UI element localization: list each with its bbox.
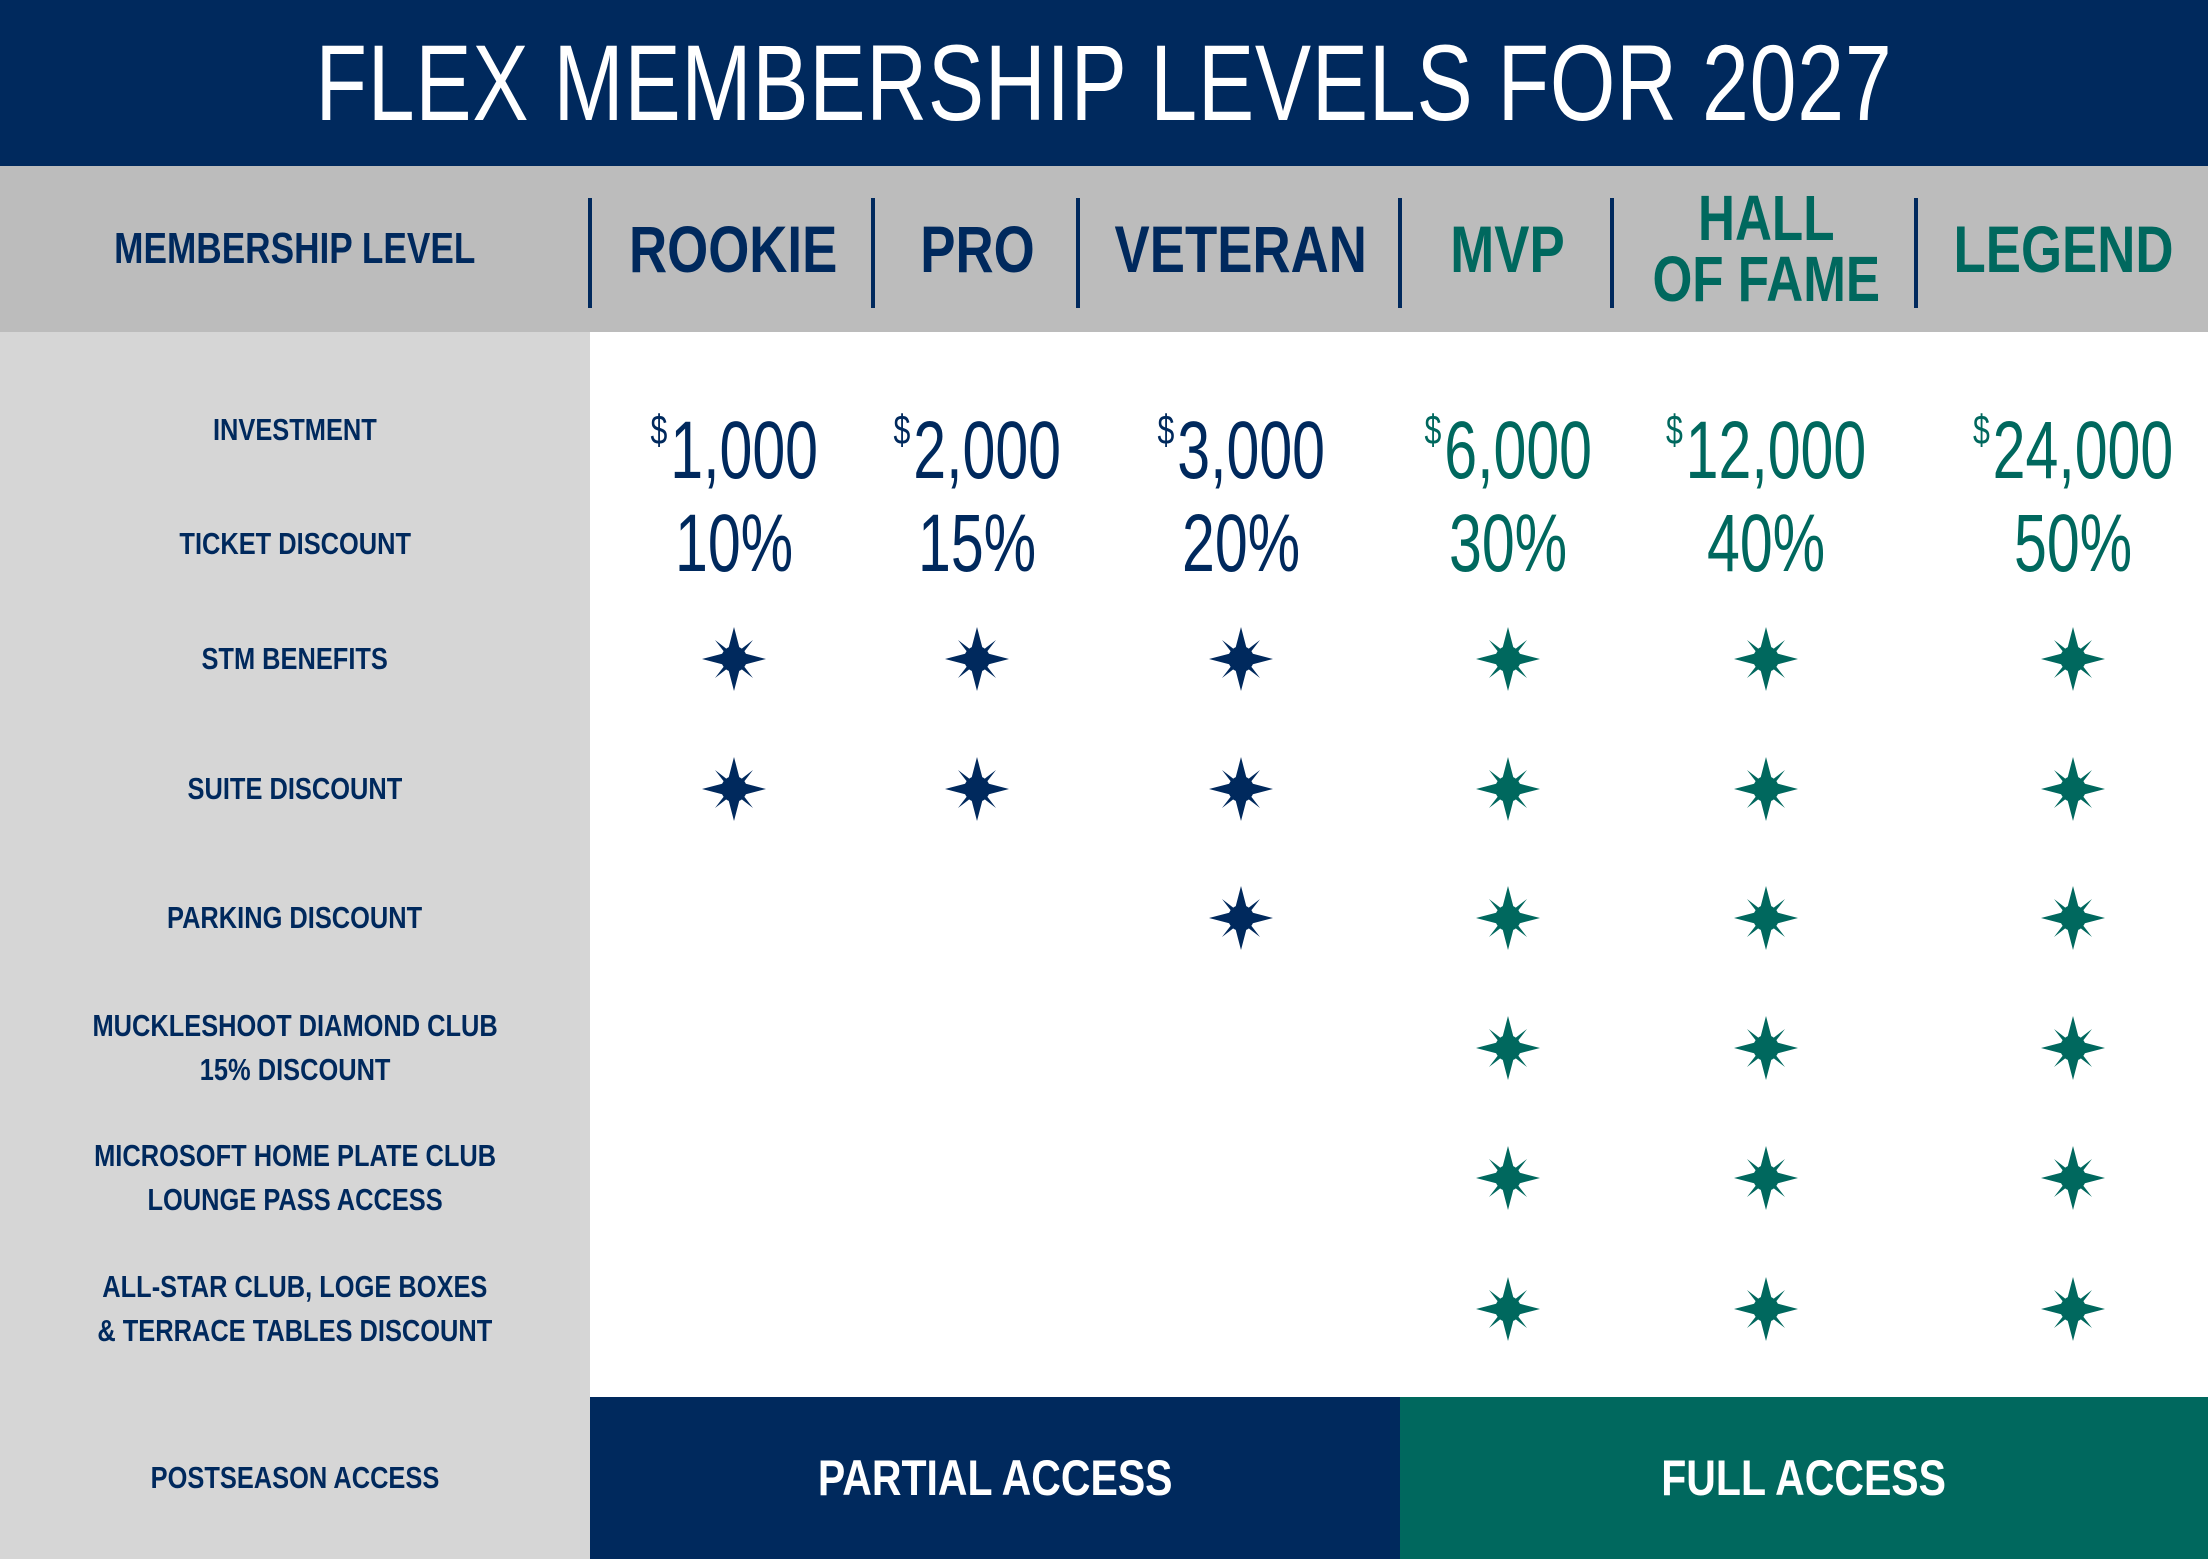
tier-name: VETERAN (1114, 211, 1368, 286)
tier-header-6: LEGEND (1920, 166, 2208, 332)
currency-symbol: $ (1424, 406, 1442, 453)
compass-star-icon (2040, 1015, 2106, 1081)
header-membership-level: MEMBERSHIP LEVEL (0, 166, 590, 332)
page-title: FLEX MEMBERSHIP LEVELS FOR 2027 (315, 22, 1893, 143)
ticket-discount-value: 50% (2013, 498, 2133, 589)
header-divider (1398, 198, 1402, 308)
currency-symbol: $ (1665, 406, 1683, 453)
compass-star-icon (2040, 756, 2106, 822)
compass-star-icon (1208, 756, 1274, 822)
compass-star-icon (1475, 1015, 1541, 1081)
row-label-benefit: PARKING DISCOUNT (167, 900, 423, 935)
row-label-ticket-discount: TICKET DISCOUNT (179, 526, 411, 561)
compass-star-icon (1733, 756, 1799, 822)
full-access-bar: FULL ACCESS (1400, 1397, 2208, 1559)
investment-amount: 1,000 (669, 405, 818, 496)
ticket-discount-value: 10% (674, 498, 794, 589)
title-banner (0, 0, 2208, 166)
ticket-discount-value: 30% (1448, 498, 1568, 589)
investment-amount: 6,000 (1443, 405, 1592, 496)
tier-name: HALL OF FAME (1652, 182, 1880, 315)
investment-value: $6,000 (1358, 380, 1658, 501)
header-divider (871, 198, 875, 308)
ticket-discount-value: 20% (1181, 498, 1301, 589)
investment-value: $1,000 (584, 380, 884, 501)
row-label-benefit: SUITE DISCOUNT (187, 771, 403, 806)
row-label-benefit: STM BENEFITS (201, 641, 389, 676)
compass-star-icon (1733, 626, 1799, 692)
compass-star-icon (701, 626, 767, 692)
header-divider (1914, 198, 1918, 308)
investment-value: $24,000 (1923, 380, 2208, 501)
compass-star-icon (1208, 885, 1274, 951)
full-access-label: FULL ACCESS (1661, 1450, 1947, 1506)
investment-amount: 12,000 (1685, 405, 1867, 496)
tier-header-1: ROOKIE (594, 166, 873, 332)
compass-star-icon (2040, 885, 2106, 951)
investment-value: $12,000 (1616, 380, 1916, 501)
currency-symbol: $ (893, 406, 911, 453)
compass-star-icon (2040, 626, 2106, 692)
compass-star-icon (1475, 885, 1541, 951)
header-divider (588, 198, 592, 308)
row-label-postseason: POSTSEASON ACCESS (150, 1460, 440, 1495)
compass-star-icon (2040, 1276, 2106, 1342)
row-label-benefit: MICROSOFT HOME PLATE CLUB LOUNGE PASS AC… (93, 1138, 496, 1217)
tier-header-2: PRO (877, 166, 1078, 332)
header-membership-level-label: MEMBERSHIP LEVEL (114, 224, 476, 274)
investment-value: $2,000 (827, 380, 1127, 501)
compass-star-icon (1733, 885, 1799, 951)
compass-star-icon (944, 756, 1010, 822)
header-divider (1076, 198, 1080, 308)
investment-amount: 24,000 (1992, 405, 2174, 496)
header-band (0, 166, 2208, 332)
investment-value: $3,000 (1091, 380, 1391, 501)
row-label-benefit: ALL-STAR CLUB, LOGE BOXES & TERRACE TABL… (97, 1269, 493, 1348)
tier-header-5: HALL OF FAME (1616, 166, 1916, 332)
compass-star-icon (1475, 626, 1541, 692)
currency-symbol: $ (1157, 406, 1175, 453)
row-label-benefit: MUCKLESHOOT DIAMOND CLUB 15% DISCOUNT (92, 1008, 498, 1087)
row-label-column (0, 332, 590, 1559)
row-label-investment: INVESTMENT (213, 412, 377, 447)
tier-name: PRO (920, 211, 1035, 286)
investment-amount: 2,000 (912, 405, 1061, 496)
tier-name: ROOKIE (629, 211, 838, 286)
compass-star-icon (1733, 1276, 1799, 1342)
currency-symbol: $ (1972, 406, 1990, 453)
currency-symbol: $ (650, 406, 668, 453)
compass-star-icon (701, 756, 767, 822)
partial-access-bar: PARTIAL ACCESS (590, 1397, 1400, 1559)
header-divider (1610, 198, 1614, 308)
compass-star-icon (1475, 1145, 1541, 1211)
investment-amount: 3,000 (1176, 405, 1325, 496)
ticket-discount-value: 40% (1706, 498, 1826, 589)
compass-star-icon (1475, 756, 1541, 822)
tier-name: MVP (1450, 211, 1566, 286)
compass-star-icon (1733, 1145, 1799, 1211)
compass-star-icon (1208, 626, 1274, 692)
partial-access-label: PARTIAL ACCESS (817, 1450, 1173, 1506)
ticket-discount-value: 15% (917, 498, 1037, 589)
compass-star-icon (1475, 1276, 1541, 1342)
compass-star-icon (2040, 1145, 2106, 1211)
compass-star-icon (1733, 1015, 1799, 1081)
compass-star-icon (944, 626, 1010, 692)
tier-header-3: VETERAN (1082, 166, 1400, 332)
tier-name: LEGEND (1953, 211, 2175, 286)
tier-header-4: MVP (1404, 166, 1612, 332)
